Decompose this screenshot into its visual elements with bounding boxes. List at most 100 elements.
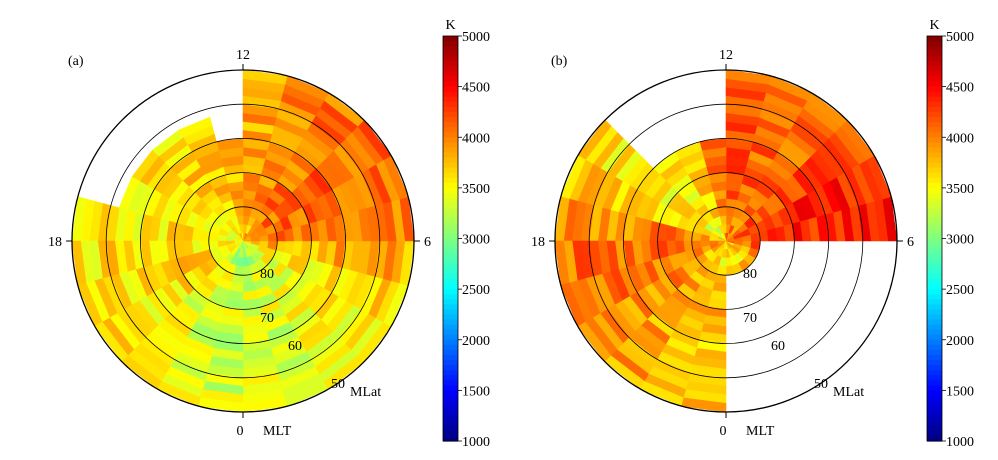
colorbar-segment (443, 172, 458, 179)
colorbar-segment (443, 137, 458, 143)
colorbar-segment (443, 339, 458, 346)
colorbar-segment (927, 289, 942, 295)
colorbar-segment (443, 400, 458, 407)
colorbar-segment (927, 167, 942, 174)
colorbar-segment (443, 66, 458, 73)
colorbar-segment (927, 218, 942, 224)
colorbar-segment (927, 182, 942, 189)
mlat-tick-label: 60 (771, 339, 785, 354)
colorbar-segment (443, 218, 458, 224)
colorbar-segment (443, 228, 458, 235)
mlt-tick-label: 12 (236, 48, 250, 63)
colorbar-segment (443, 41, 458, 47)
colorbar-segment (443, 415, 458, 422)
colorbar-segment (927, 76, 942, 83)
colorbar-segment (443, 71, 458, 78)
colorbar-segment (927, 203, 942, 209)
colorbar-segment (443, 253, 458, 260)
colorbar-segment (927, 415, 942, 422)
colorbar-segment (927, 228, 942, 235)
colorbar-segment (443, 51, 458, 57)
colorbar-segment (927, 56, 942, 62)
colorbar-segment (927, 304, 942, 310)
colorbar-segment (927, 294, 942, 300)
colorbar-segment (927, 370, 942, 376)
colorbar-segment (443, 395, 458, 402)
colorbar-segment (443, 294, 458, 300)
colorbar-segment (443, 36, 458, 42)
mlt-tick-label: 0 (720, 424, 727, 439)
colorbar-segment (443, 238, 458, 245)
colorbar-segment (927, 157, 942, 164)
colorbar-segment (443, 96, 458, 103)
colorbar-segment (927, 81, 942, 88)
colorbar-segment (927, 162, 942, 169)
colorbar-segment (927, 213, 942, 219)
colorbar-segment (443, 111, 458, 118)
colorbar-segment (927, 147, 942, 154)
colorbar-segment (443, 203, 458, 209)
colorbar-segment (443, 258, 458, 265)
colorbar-tick-label: 4500 (462, 81, 490, 96)
colorbar-segment (443, 354, 458, 361)
colorbar-segment (927, 91, 942, 98)
mlat-axis-title: MLat (833, 385, 864, 400)
colorbar-segment (927, 314, 942, 321)
colorbar-segment (443, 213, 458, 219)
colorbar-segment (443, 410, 458, 417)
colorbar-segment (927, 41, 942, 47)
colorbar-segment (443, 360, 458, 366)
colorbar-segment (443, 324, 458, 331)
colorbar-segment (443, 177, 458, 184)
colorbar-segment (927, 187, 942, 194)
mlt-tick-label: 0 (237, 424, 244, 439)
colorbar-segment (927, 106, 942, 113)
colorbar-segment (443, 279, 458, 285)
colorbar-tick-label: 2000 (462, 334, 490, 349)
colorbar-segment (927, 46, 942, 52)
colorbar-unit-label: K (929, 18, 939, 33)
colorbar-tick-label: 2500 (462, 283, 490, 298)
colorbar-segment (443, 182, 458, 189)
colorbar-segment (927, 172, 942, 179)
colorbar-segment (927, 117, 942, 123)
colorbar-segment (443, 390, 458, 397)
colorbar-segment (927, 127, 942, 133)
mlat-ring-70 (174, 172, 312, 310)
colorbar-segment (927, 248, 942, 255)
colorbar-segment (443, 142, 458, 148)
mlat-ring-80 (208, 206, 278, 276)
colorbar-segment (927, 420, 942, 427)
colorbar-segment (443, 91, 458, 98)
colorbar-segment (927, 319, 942, 326)
heatmap-cells (554, 69, 898, 413)
colorbar-segment (927, 223, 942, 229)
colorbar-segment (443, 309, 458, 316)
colorbar-segment (443, 385, 458, 391)
colorbar-tick-label: 1000 (946, 435, 974, 450)
colorbar-segment (927, 435, 942, 442)
colorbar-segment (443, 289, 458, 295)
colorbar-segment (927, 192, 942, 199)
mlt-tick-label: 6 (907, 235, 914, 250)
colorbar-unit-label: K (445, 18, 455, 33)
colorbar-segment (443, 334, 458, 341)
colorbar-segment (927, 263, 942, 270)
mlat-ring-70 (657, 172, 795, 310)
mlat-tick-label: 80 (743, 267, 757, 282)
colorbar-segment (443, 187, 458, 194)
colorbar-segment (443, 349, 458, 356)
colorbar-segment (443, 370, 458, 376)
mlat-tick-label: 80 (260, 267, 274, 282)
colorbar-segment (927, 410, 942, 417)
colorbar-segment (927, 299, 942, 305)
colorbar-segment (927, 101, 942, 108)
colorbar-segment (927, 329, 942, 336)
colorbar-segment (927, 111, 942, 118)
colorbar-segment (443, 192, 458, 199)
mlt-axis-title: MLT (263, 424, 292, 439)
colorbar-segment (443, 81, 458, 88)
mlt-tick-label: 18 (48, 235, 62, 250)
colorbar-segment (927, 243, 942, 250)
heatmap-cells (71, 69, 415, 413)
